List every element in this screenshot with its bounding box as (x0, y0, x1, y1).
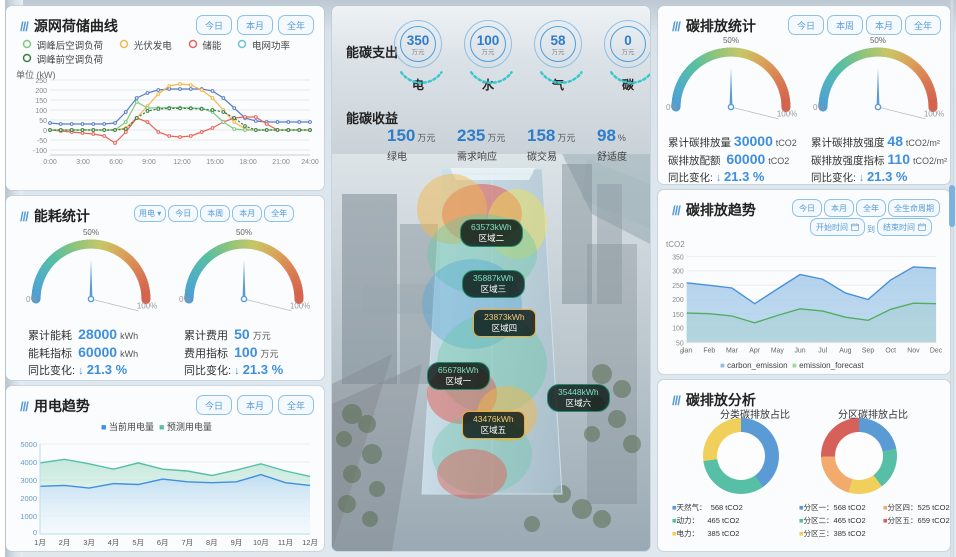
svg-text:1000: 1000 (20, 512, 37, 521)
svg-text:7月: 7月 (181, 538, 193, 547)
svg-text:0:00: 0:00 (43, 159, 57, 166)
svg-text:300: 300 (672, 268, 684, 275)
svg-text:Jul: Jul (818, 347, 827, 354)
svg-text:Mar: Mar (726, 347, 739, 354)
svg-text:9月: 9月 (231, 538, 243, 547)
svg-text:50%: 50% (236, 228, 252, 237)
svg-text:100: 100 (35, 108, 47, 115)
svg-text:8月: 8月 (206, 538, 218, 547)
svg-text:0%: 0% (666, 103, 678, 112)
svg-text:Nov: Nov (907, 347, 920, 354)
svg-text:3:00: 3:00 (76, 159, 90, 166)
svg-text:6:00: 6:00 (109, 159, 123, 166)
svg-text:Oct: Oct (885, 347, 896, 354)
svg-text:100%: 100% (924, 109, 944, 118)
svg-text:9:00: 9:00 (142, 159, 156, 166)
svg-text:200: 200 (672, 297, 684, 304)
svg-text:50%: 50% (83, 228, 99, 237)
svg-text:Feb: Feb (703, 347, 715, 354)
svg-text:3月: 3月 (83, 538, 95, 547)
svg-text:0%: 0% (179, 295, 191, 304)
svg-text:12:00: 12:00 (173, 159, 191, 166)
svg-text:250: 250 (35, 78, 47, 85)
svg-text:4月: 4月 (108, 538, 120, 547)
svg-text:0: 0 (33, 528, 37, 537)
svg-text:May: May (771, 347, 785, 354)
svg-text:2月: 2月 (59, 538, 71, 547)
svg-text:21:00: 21:00 (272, 159, 290, 166)
svg-text:10月: 10月 (253, 538, 269, 547)
svg-text:18:00: 18:00 (239, 159, 257, 166)
svg-text:150: 150 (35, 98, 47, 105)
svg-text:24:00: 24:00 (301, 159, 319, 166)
svg-text:50%: 50% (870, 36, 886, 45)
svg-text:Jun: Jun (794, 347, 805, 354)
svg-text:50: 50 (39, 118, 47, 125)
svg-text:200: 200 (35, 88, 47, 95)
svg-text:100%: 100% (137, 301, 157, 310)
svg-text:Aug: Aug (839, 347, 851, 354)
svg-text:Apr: Apr (749, 347, 760, 354)
svg-text:100: 100 (672, 326, 684, 333)
svg-text:0: 0 (43, 128, 47, 135)
svg-text:11月: 11月 (278, 538, 293, 547)
svg-text:Sep: Sep (862, 347, 874, 354)
svg-text:15:00: 15:00 (206, 159, 224, 166)
svg-text:12月: 12月 (302, 538, 318, 547)
svg-text:3000: 3000 (20, 476, 37, 485)
svg-text:150: 150 (672, 312, 684, 319)
svg-text:100%: 100% (777, 109, 797, 118)
svg-text:Jan: Jan (681, 347, 692, 354)
svg-text:4000: 4000 (20, 458, 37, 467)
svg-text:350: 350 (672, 255, 684, 262)
svg-text:250: 250 (672, 283, 684, 290)
svg-text:0%: 0% (813, 103, 825, 112)
svg-text:0%: 0% (26, 295, 38, 304)
svg-text:5月: 5月 (132, 538, 144, 547)
svg-text:Dec: Dec (930, 347, 943, 354)
svg-text:5000: 5000 (20, 440, 37, 449)
svg-text:100%: 100% (290, 301, 310, 310)
svg-text:1月: 1月 (34, 538, 46, 547)
svg-text:-50: -50 (37, 138, 47, 145)
svg-text:2000: 2000 (20, 494, 37, 503)
svg-text:50%: 50% (723, 36, 739, 45)
svg-text:6月: 6月 (157, 538, 169, 547)
svg-text:-100: -100 (33, 148, 47, 155)
